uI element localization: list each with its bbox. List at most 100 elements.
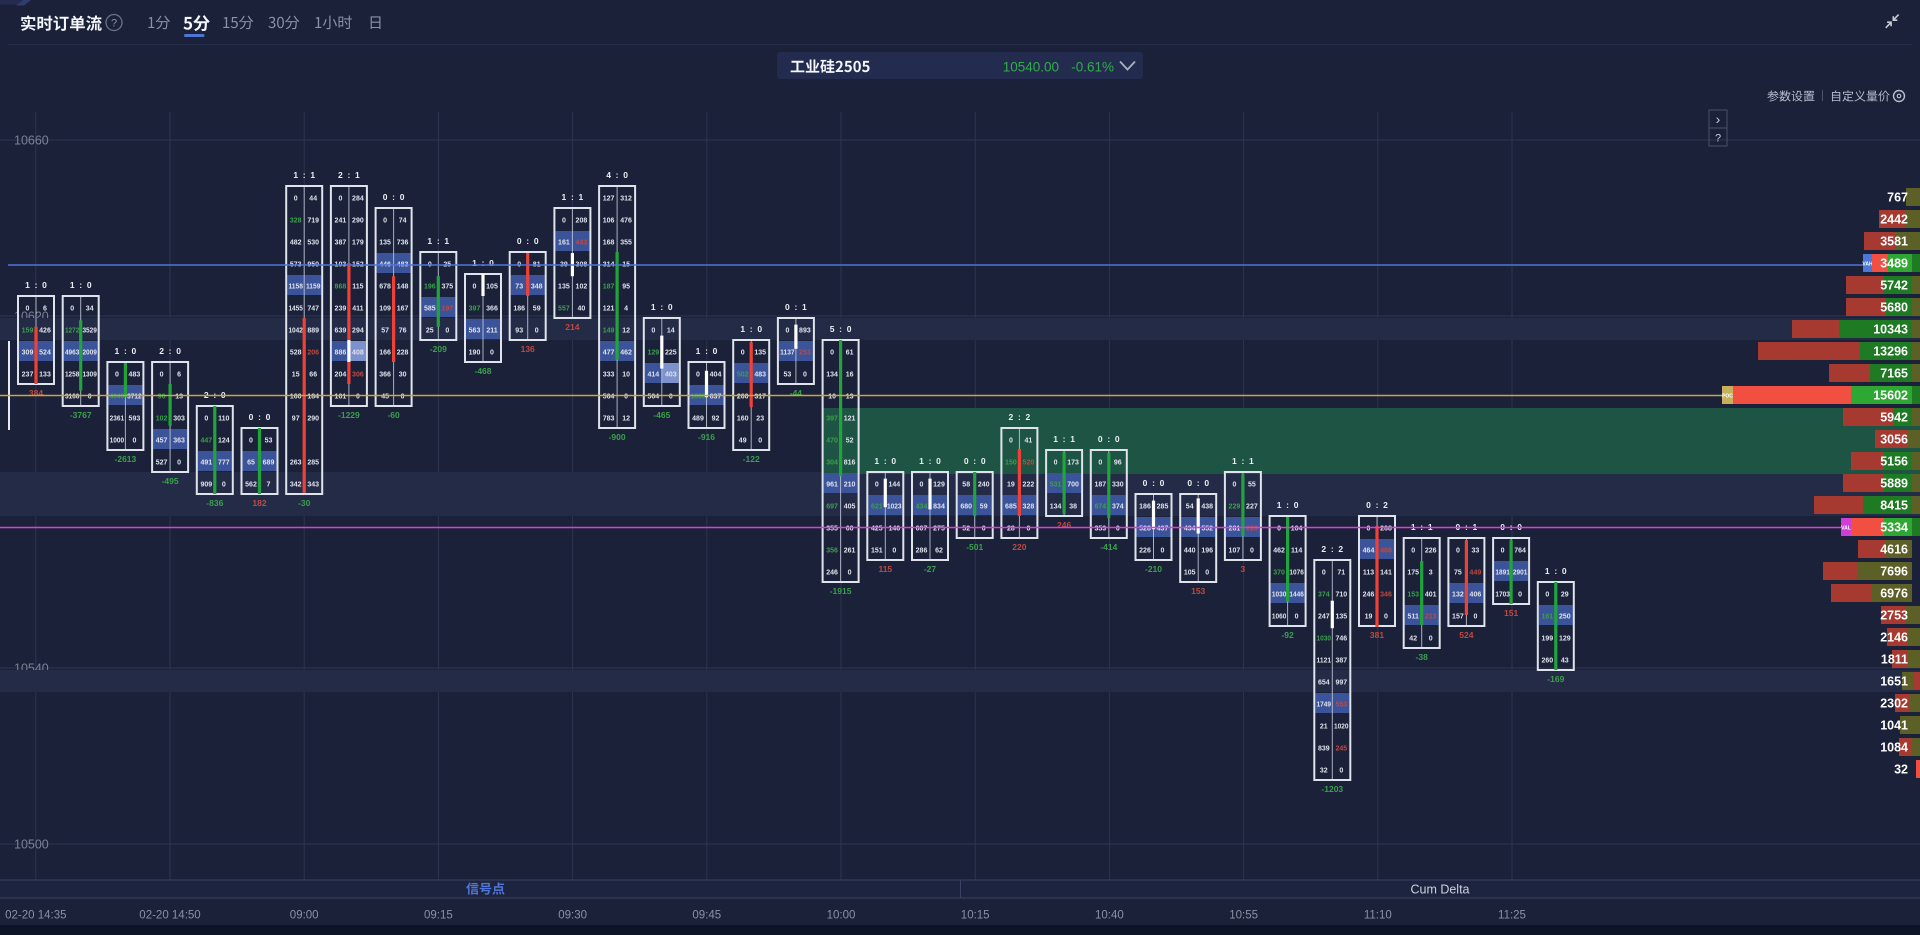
svg-text:5889: 5889 (1880, 477, 1908, 491)
svg-text:149: 149 (603, 328, 615, 335)
svg-text:2009: 2009 (82, 350, 97, 357)
svg-text:1 : 1: 1 : 1 (1053, 434, 1075, 444)
svg-text:-0.61%: -0.61% (1071, 60, 1114, 75)
svg-text:2 : 0: 2 : 0 (159, 346, 181, 356)
svg-text:309: 309 (22, 350, 34, 357)
svg-text:909: 909 (200, 482, 212, 489)
svg-text:746: 746 (1335, 636, 1347, 643)
svg-text:689: 689 (263, 460, 275, 467)
svg-text:96: 96 (1114, 460, 1122, 467)
svg-text:868: 868 (335, 284, 347, 291)
svg-text:151: 151 (1504, 608, 1518, 618)
svg-text:0: 0 (401, 394, 405, 401)
svg-text:197: 197 (441, 306, 453, 313)
svg-text:5742: 5742 (1880, 279, 1908, 293)
svg-text:1121: 1121 (1317, 658, 1332, 665)
svg-text:747: 747 (307, 306, 319, 313)
svg-text:247: 247 (1318, 614, 1330, 621)
svg-text:02-20 14:35: 02-20 14:35 (5, 910, 66, 922)
svg-text:1309: 1309 (82, 372, 97, 379)
svg-text:10500: 10500 (14, 838, 49, 852)
svg-text:457: 457 (156, 438, 168, 445)
svg-text:0: 0 (177, 460, 181, 467)
svg-text:-900: -900 (609, 432, 626, 442)
svg-text:0: 0 (1232, 482, 1236, 489)
svg-text:153: 153 (1191, 586, 1205, 596)
svg-text:366: 366 (379, 372, 391, 379)
svg-text:10:55: 10:55 (1229, 910, 1258, 922)
svg-text:1042: 1042 (288, 328, 303, 335)
svg-text:889: 889 (307, 328, 319, 335)
svg-text:294: 294 (352, 328, 364, 335)
svg-text:253: 253 (799, 350, 811, 357)
svg-text:4616: 4616 (1880, 543, 1908, 557)
svg-text:0 : 0: 0 : 0 (1143, 478, 1165, 488)
svg-text:328: 328 (1023, 504, 1035, 511)
svg-text:406: 406 (1470, 592, 1482, 599)
svg-text:-836: -836 (206, 498, 223, 508)
svg-text:124: 124 (218, 438, 230, 445)
svg-text:834: 834 (933, 504, 945, 511)
svg-text:0: 0 (562, 218, 566, 225)
svg-text:440: 440 (1184, 548, 1196, 555)
svg-text:680: 680 (960, 504, 972, 511)
svg-text:7165: 7165 (1880, 367, 1908, 381)
svg-text:470: 470 (826, 438, 838, 445)
svg-text:133: 133 (39, 372, 51, 379)
svg-text:POC: POC (1722, 394, 1733, 400)
svg-text:0: 0 (1116, 526, 1120, 533)
svg-text:511: 511 (1408, 614, 1419, 621)
svg-text:?: ? (111, 18, 117, 30)
svg-text:1158: 1158 (288, 284, 303, 291)
svg-text:196: 196 (424, 284, 436, 291)
svg-text:182: 182 (252, 498, 266, 508)
svg-text:187: 187 (603, 284, 615, 291)
svg-text:10:00: 10:00 (827, 910, 856, 922)
svg-text:639: 639 (335, 328, 347, 335)
svg-text:447: 447 (200, 438, 212, 445)
svg-text:0 : 0: 0 : 0 (1187, 478, 1209, 488)
svg-text:93: 93 (515, 328, 523, 335)
svg-text:401: 401 (1425, 592, 1437, 599)
svg-text:75: 75 (1454, 570, 1462, 577)
svg-text:161: 161 (558, 240, 570, 247)
svg-text:0: 0 (1295, 614, 1299, 621)
svg-text:462: 462 (1273, 548, 1285, 555)
svg-text:25: 25 (426, 328, 434, 335)
svg-text:1 : 1: 1 : 1 (562, 192, 584, 202)
svg-text:204: 204 (335, 372, 347, 379)
svg-text:41: 41 (1025, 438, 1033, 445)
svg-text:246: 246 (1363, 592, 1375, 599)
svg-text:1159: 1159 (306, 284, 321, 291)
svg-text:0: 0 (848, 570, 852, 577)
svg-text:1455: 1455 (288, 306, 303, 313)
svg-text:408: 408 (352, 350, 364, 357)
svg-text:285: 285 (307, 460, 319, 467)
svg-text:101: 101 (335, 394, 347, 401)
svg-text:374: 374 (1112, 504, 1124, 511)
svg-text:115: 115 (878, 564, 892, 574)
svg-text:173: 173 (1067, 460, 1079, 467)
svg-text:384: 384 (29, 388, 43, 398)
svg-text:52: 52 (846, 438, 854, 445)
svg-text:524: 524 (39, 350, 51, 357)
svg-text:160: 160 (290, 394, 302, 401)
svg-text:161: 161 (1541, 614, 1553, 621)
svg-text:0: 0 (1277, 526, 1281, 533)
svg-text:816: 816 (844, 460, 856, 467)
svg-text:674: 674 (1094, 504, 1106, 511)
svg-text:09:45: 09:45 (692, 910, 721, 922)
svg-text:0: 0 (383, 218, 387, 225)
svg-text:355: 355 (620, 240, 632, 247)
svg-text:0 : 0: 0 : 0 (517, 236, 539, 246)
svg-text:135: 135 (558, 284, 570, 291)
svg-text:260: 260 (737, 394, 749, 401)
svg-text:121: 121 (603, 306, 615, 313)
svg-text:23: 23 (756, 416, 764, 423)
svg-text:97: 97 (292, 416, 300, 423)
svg-text:764: 764 (1514, 548, 1526, 555)
svg-text:1 : 0: 1 : 0 (740, 324, 762, 334)
svg-text:425: 425 (871, 526, 883, 533)
svg-text:0: 0 (696, 372, 700, 379)
svg-text:290: 290 (352, 218, 364, 225)
